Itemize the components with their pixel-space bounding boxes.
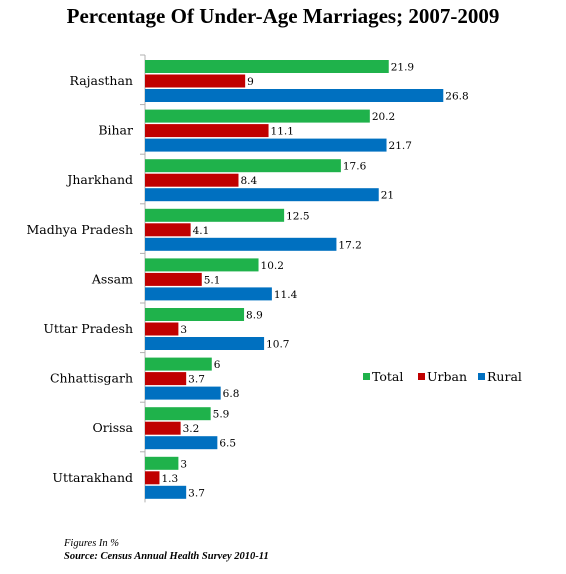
category-label: Assam [91, 271, 133, 286]
bar-total [145, 407, 211, 421]
bar-rural [145, 485, 187, 499]
category-label: Orissa [92, 420, 133, 435]
data-label: 3.7 [188, 374, 205, 386]
bar-total [145, 258, 259, 272]
bar-total [145, 60, 389, 73]
legend-swatch-rural [478, 373, 485, 380]
data-label: 4.1 [193, 225, 210, 237]
data-label: 3.2 [183, 423, 200, 435]
data-label: 3.7 [188, 487, 205, 499]
data-label: 21.7 [389, 140, 412, 152]
data-label: 5.1 [204, 274, 221, 286]
bar-rural [145, 337, 265, 350]
data-label: 20.2 [372, 111, 395, 123]
legend-swatch-total [363, 373, 370, 380]
source-note: Source: Census Annual Health Survey 2010… [64, 551, 269, 562]
data-label: 10.2 [261, 260, 284, 272]
data-label: 8.9 [246, 310, 263, 322]
data-label: 6 [214, 359, 221, 371]
bar-rural [145, 287, 272, 301]
category-label: Uttarakhand [52, 470, 133, 485]
category-label: Uttar Pradesh [43, 321, 133, 336]
bar-rural [145, 386, 221, 400]
legend-swatch-urban [418, 373, 425, 380]
bar-total [145, 456, 179, 470]
bar-urban [145, 421, 181, 435]
data-label: 8.4 [240, 175, 257, 187]
data-label: 12.5 [286, 210, 309, 222]
bar-urban [145, 173, 239, 187]
bar-total [145, 308, 245, 321]
bar-urban [145, 322, 179, 336]
data-label: 11.1 [271, 126, 294, 138]
data-label: 17.2 [338, 239, 361, 251]
bar-rural [145, 188, 379, 202]
data-label: 17.6 [343, 161, 367, 173]
data-label: 3 [180, 458, 187, 470]
bar-urban [145, 372, 187, 386]
bar-urban [145, 124, 269, 138]
legend-label-urban: Urban [427, 369, 467, 384]
data-label: 21 [381, 190, 394, 202]
chart-title: Percentage Of Under-Age Marriages; 2007-… [66, 4, 500, 28]
chart-notes: Figures In % Source: Census Annual Healt… [64, 537, 269, 563]
data-label: 11.4 [274, 289, 298, 301]
category-label: Madhya Pradesh [27, 222, 134, 237]
data-label: 6.5 [219, 438, 236, 450]
category-label: Bihar [98, 123, 133, 138]
unit-note: Figures In % [64, 538, 120, 549]
bar-total [145, 208, 285, 222]
legend-label-total: Total [372, 369, 403, 384]
bar-total [145, 159, 341, 173]
data-label: 9 [247, 76, 254, 88]
bar-urban [145, 223, 191, 237]
category-label: Rajasthan [70, 73, 133, 88]
bar-urban [145, 272, 202, 286]
bar-rural [145, 89, 444, 102]
data-label: 21.9 [391, 62, 414, 74]
bar-total [145, 109, 370, 123]
plot-area: 21.9 9 26.8 Rajasthan 20.2 11.1 21.7 Bihar 17.6 8… [27, 54, 469, 503]
legend: Total Urban Rural [363, 369, 522, 384]
category-label: Chhattisgarh [50, 371, 133, 386]
data-label: 26.8 [445, 91, 468, 103]
bar-rural [145, 138, 387, 152]
data-label: 6.8 [223, 388, 240, 400]
legend-label-rural: Rural [487, 369, 522, 384]
data-label: 1.3 [161, 473, 178, 485]
category-label: Jharkhand [65, 172, 133, 187]
bar-rural [145, 237, 337, 251]
bar-rural [145, 436, 218, 450]
bar-urban [145, 74, 246, 88]
data-label: 10.7 [266, 339, 289, 351]
data-label: 5.9 [213, 409, 230, 421]
bar-total [145, 357, 212, 371]
data-label: 3 [180, 324, 187, 336]
bar-urban [145, 471, 160, 485]
